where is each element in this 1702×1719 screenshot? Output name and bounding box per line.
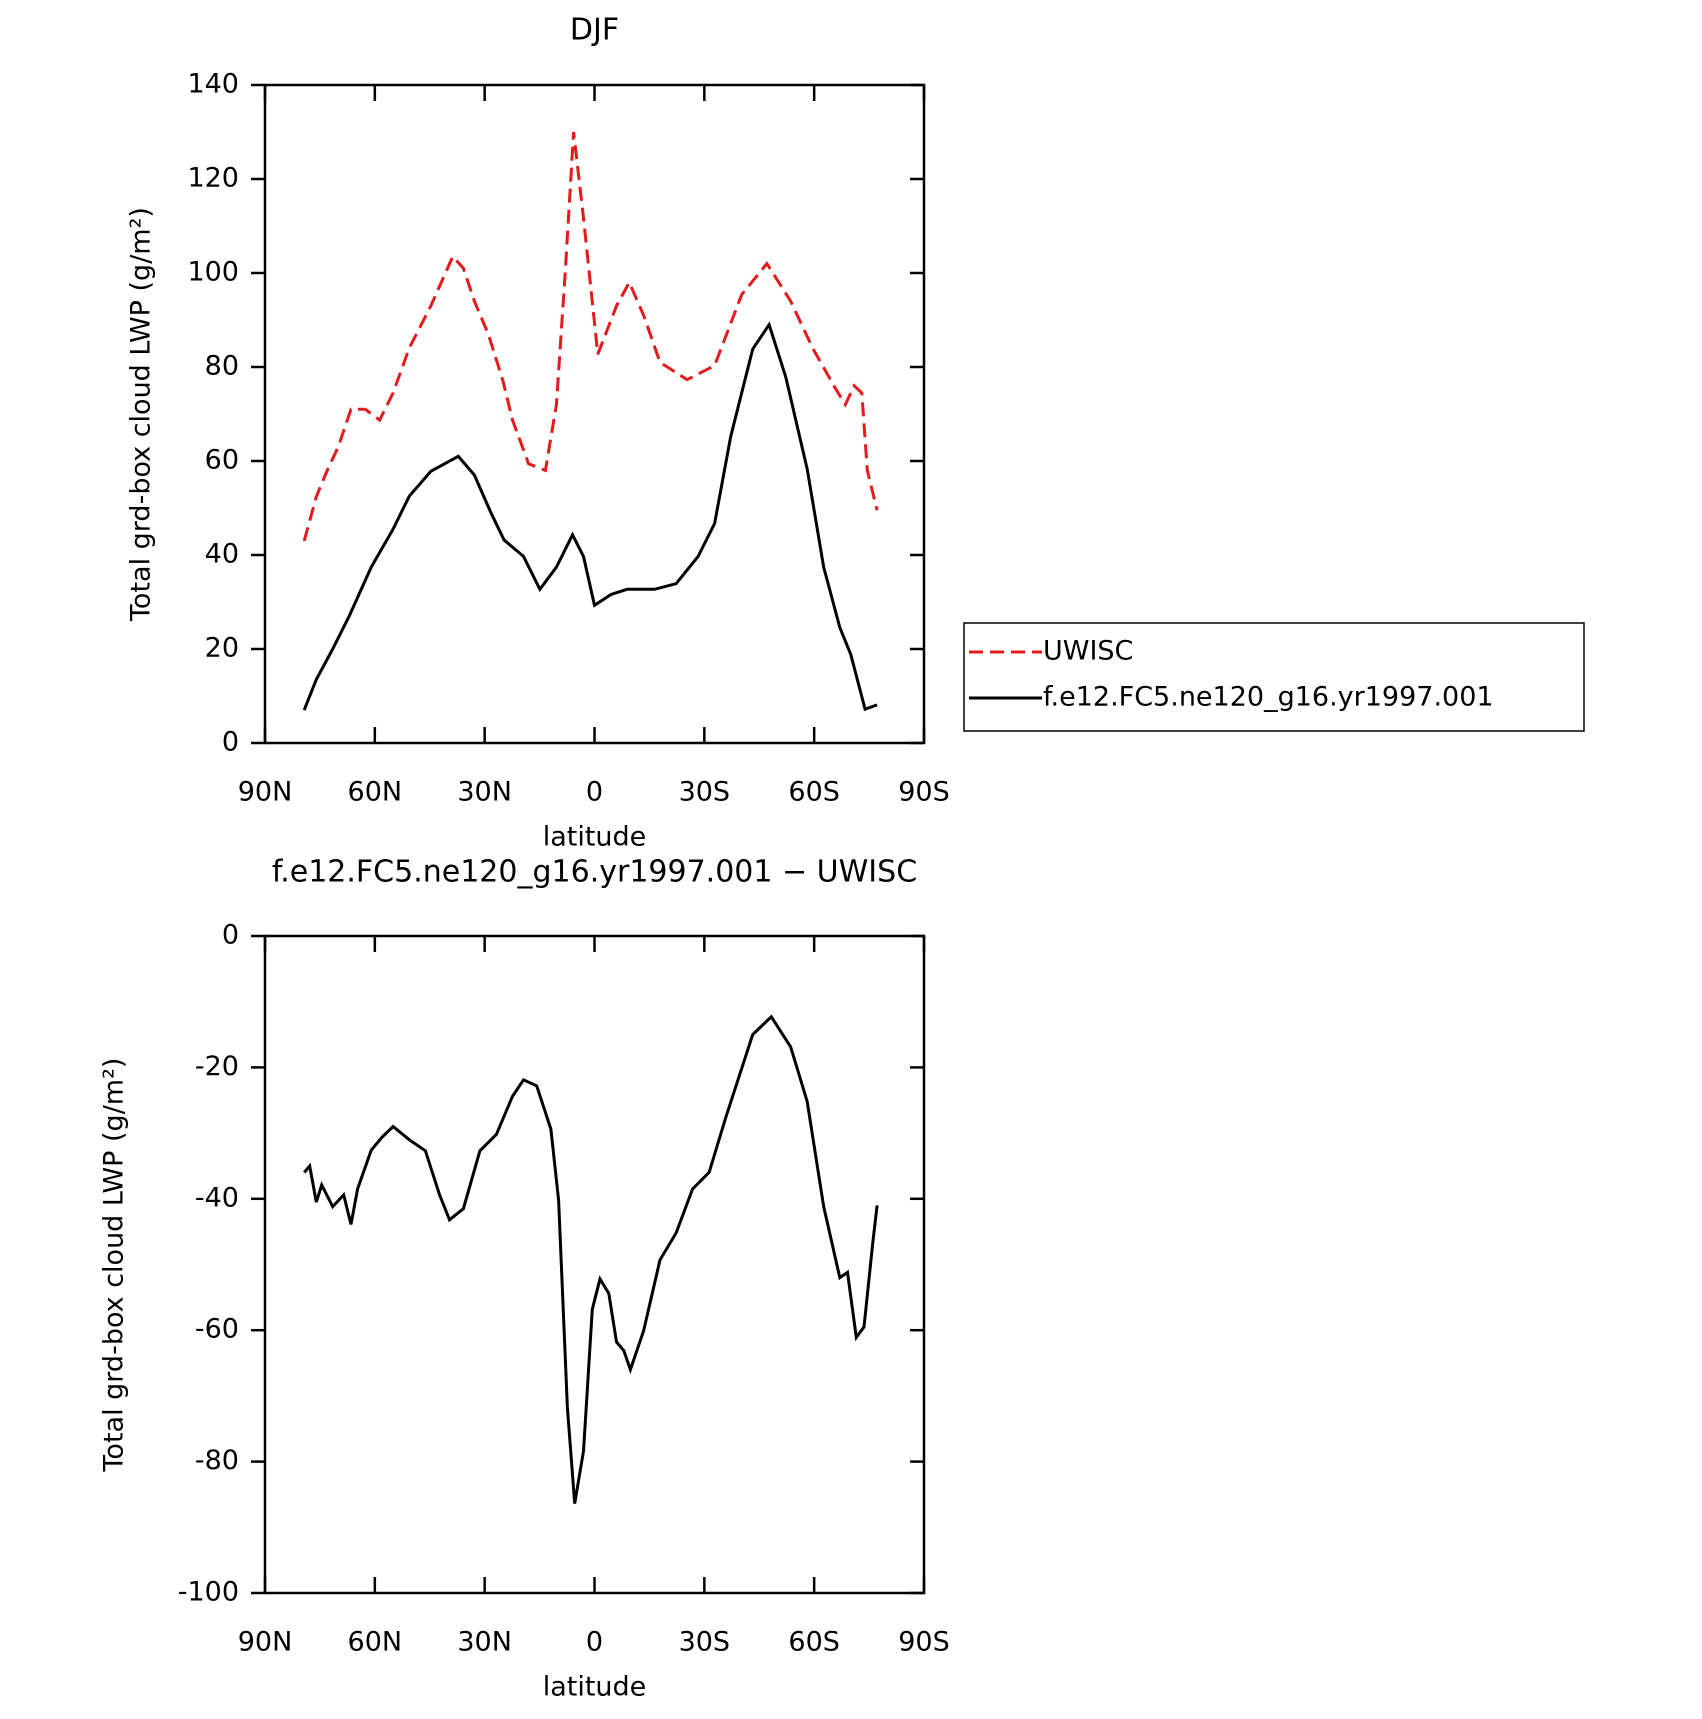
y-tick-label: 140 (187, 69, 239, 100)
series-line (302, 321, 878, 712)
y-tick-label: -20 (195, 1051, 239, 1082)
series-line (302, 131, 879, 542)
legend-label: f.e12.FC5.ne120_g16.yr1997.001 (1043, 682, 1494, 713)
chart-title: DJF (570, 13, 619, 48)
x-axis-label: latitude (543, 1672, 647, 1703)
y-tick-label: 60 (205, 445, 239, 476)
y-tick-label: 80 (205, 351, 239, 382)
y-tick-label: 0 (222, 920, 239, 951)
legend-box (963, 622, 1585, 732)
x-tick-label: 60S (788, 777, 840, 808)
x-tick-label: 30N (457, 777, 512, 808)
series-line (303, 1014, 879, 1504)
y-tick-label: 120 (187, 163, 239, 194)
x-tick-label: 0 (586, 777, 603, 808)
y-tick-label: 40 (205, 539, 239, 570)
x-tick-label: 30N (457, 1627, 512, 1658)
y-tick-label: -100 (178, 1577, 239, 1608)
y-tick-label: -60 (195, 1314, 239, 1345)
x-tick-label: 30S (679, 777, 731, 808)
legend-label: UWISC (1043, 636, 1133, 667)
x-tick-label: 60N (348, 777, 403, 808)
y-axis-label: Total grd-box cloud LWP (g/m²) (126, 207, 157, 622)
y-tick-label: -80 (195, 1445, 239, 1476)
chart-title: f.e12.FC5.ne120_g16.yr1997.001 − UWISC (272, 855, 917, 890)
y-axis-label: Total grd-box cloud LWP (g/m²) (99, 1058, 130, 1473)
x-tick-label: 90S (898, 1627, 950, 1658)
x-tick-label: 60S (788, 1627, 840, 1658)
x-tick-label: 0 (586, 1627, 603, 1658)
y-tick-label: -40 (195, 1182, 239, 1213)
x-axis-label: latitude (543, 822, 647, 853)
plot-frame (263, 934, 926, 1595)
x-tick-label: 90N (238, 777, 293, 808)
y-tick-label: 100 (187, 257, 239, 288)
y-tick-label: 20 (205, 633, 239, 664)
x-tick-label: 90N (238, 1627, 293, 1658)
x-tick-label: 60N (348, 1627, 403, 1658)
plot-frame (263, 83, 926, 745)
x-tick-label: 90S (898, 777, 950, 808)
y-tick-label: 0 (222, 727, 239, 758)
x-tick-label: 30S (679, 1627, 731, 1658)
